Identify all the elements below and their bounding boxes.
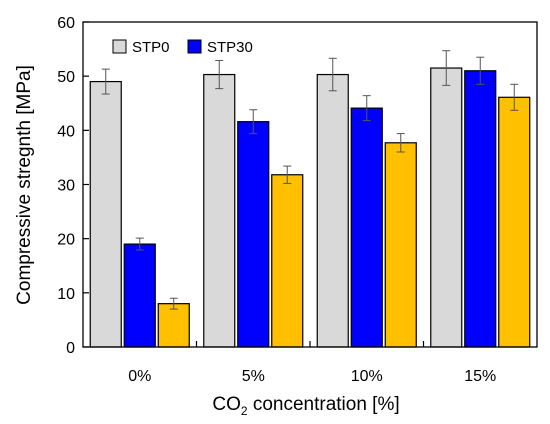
legend-item-STP30: STP30	[187, 39, 253, 56]
bars-layer	[89, 50, 531, 348]
bar-series-3-10%	[384, 142, 417, 348]
bar-series-2-5%	[237, 121, 270, 348]
x-axis-title-subscript: 2	[241, 404, 248, 418]
y-tick-label: 60	[57, 15, 75, 32]
bar-series-2-15%	[464, 70, 497, 348]
series-2	[123, 56, 497, 348]
bar-series-3-15%	[498, 96, 531, 348]
series-1	[89, 50, 463, 348]
x-tick-label: 0%	[128, 368, 151, 385]
x-axis-title-suffix: concentration [%]	[248, 394, 400, 415]
x-axis-title: CO2 concentration [%]	[212, 394, 399, 418]
bar-series-1-10%	[316, 73, 349, 348]
x-tick-label: 15%	[464, 368, 496, 385]
bar-series-2-0%	[123, 243, 156, 348]
legend-swatch	[187, 39, 202, 54]
y-tick-label: 40	[57, 123, 75, 140]
axes-layer: 0 10 20 30 40 50 60 0% 5% 10% 15%	[57, 15, 538, 385]
x-tick-label: 10%	[351, 368, 383, 385]
bar-series-1-0%	[89, 80, 122, 348]
y-tick-label: 30	[57, 178, 75, 195]
legend-item-STP0: STP0	[112, 39, 170, 56]
x-tick-label: 5%	[242, 368, 265, 385]
bar-series-3-0%	[157, 303, 190, 348]
legend: STP0 STP30	[112, 39, 253, 56]
bar-series-3-5%	[271, 174, 304, 348]
x-axis-title-prefix: CO	[212, 394, 241, 415]
y-tick-label: 50	[57, 69, 75, 86]
y-axis-title: Compressive stregnth [MPa]	[14, 65, 35, 305]
y-tick-label: 10	[57, 286, 75, 303]
bar-series-1-5%	[203, 73, 236, 348]
bar-series-2-10%	[350, 107, 383, 348]
series-3	[157, 83, 531, 348]
legend-swatch	[112, 39, 127, 54]
y-tick-label: 20	[57, 232, 75, 249]
bar-series-1-15%	[430, 67, 463, 348]
legend-label: STP0	[132, 39, 170, 56]
y-tick-label: 0	[66, 340, 75, 357]
legend-label: STP30	[207, 39, 253, 56]
